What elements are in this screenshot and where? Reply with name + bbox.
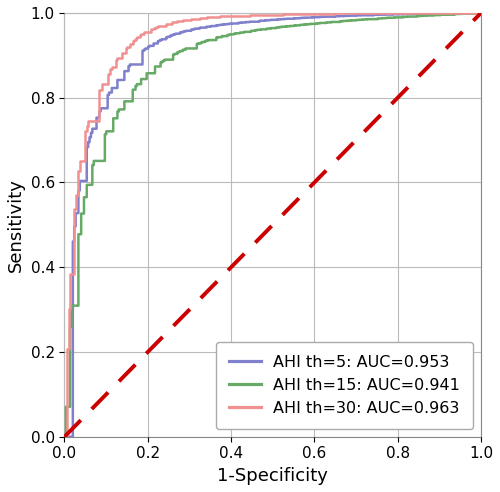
- X-axis label: 1-Specificity: 1-Specificity: [218, 467, 328, 485]
- Legend: AHI th=5: AUC=0.953, AHI th=15: AUC=0.941, AHI th=30: AUC=0.963: AHI th=5: AUC=0.953, AHI th=15: AUC=0.94…: [216, 342, 473, 429]
- Y-axis label: Sensitivity: Sensitivity: [7, 178, 25, 272]
